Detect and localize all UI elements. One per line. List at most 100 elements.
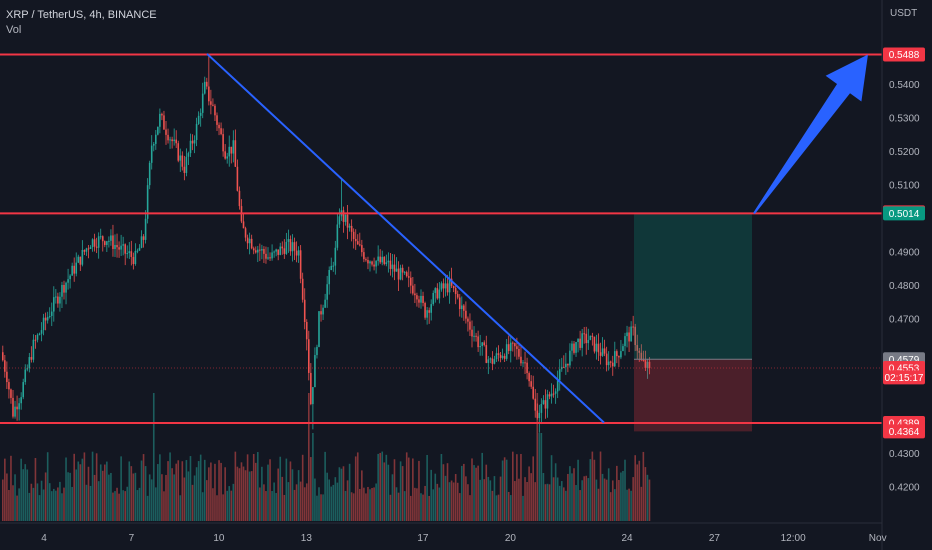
volume-bar xyxy=(242,466,245,521)
candle-body xyxy=(330,265,333,271)
candle-body xyxy=(189,140,192,154)
volume-bar xyxy=(191,484,194,521)
x-tick-label: Nov xyxy=(869,533,887,544)
candle-body xyxy=(365,259,367,261)
price-tags: 0.54880.50170.50140.45790.455302:15:170.… xyxy=(883,47,925,439)
candle-body xyxy=(401,267,404,273)
volume-bar xyxy=(142,454,145,521)
candle-body xyxy=(632,326,634,328)
volume-bar xyxy=(458,493,461,521)
candle-body xyxy=(354,238,357,242)
volume-bar xyxy=(326,472,328,521)
volume-bar xyxy=(442,464,445,521)
volume-bar xyxy=(299,481,302,521)
volume-bar xyxy=(481,452,483,521)
volume-bar xyxy=(250,471,253,521)
volume-bar xyxy=(434,473,437,521)
y-tick-label: 0.4300 xyxy=(889,449,920,460)
candle-body xyxy=(611,362,614,367)
volume-bar xyxy=(257,452,259,521)
volume-bar xyxy=(12,485,14,521)
candle-body xyxy=(48,315,51,317)
volume-bar xyxy=(432,489,435,521)
candle-body xyxy=(416,295,418,300)
volume-bar xyxy=(222,494,224,521)
candle-body xyxy=(563,366,565,368)
symbol-title[interactable]: XRP / TetherUS, 4h, BINANCE xyxy=(6,9,157,21)
candle-body xyxy=(181,155,184,167)
volume-bar xyxy=(377,453,379,521)
candle-body xyxy=(155,134,157,144)
volume-bar xyxy=(609,492,612,521)
volume-bar xyxy=(371,487,373,521)
volume-bar xyxy=(591,451,594,521)
volume-bar xyxy=(444,475,447,521)
volume-bar xyxy=(22,469,24,521)
candle-body xyxy=(548,394,551,397)
candle-body xyxy=(8,382,10,390)
price-tag xyxy=(883,47,925,62)
candle-body xyxy=(481,342,483,346)
x-tick-label: 7 xyxy=(129,533,135,544)
candle-body xyxy=(55,296,57,298)
volume-bar xyxy=(399,461,402,521)
candle-body xyxy=(81,250,84,265)
candle-body xyxy=(130,251,133,257)
volume-bar xyxy=(120,456,122,521)
volume-bar xyxy=(91,451,94,521)
volume-bar xyxy=(134,472,137,521)
volume-bar xyxy=(324,451,326,521)
volume-bar xyxy=(212,488,214,521)
candle-body xyxy=(469,321,471,330)
candle-body xyxy=(405,272,408,277)
volume-bar xyxy=(575,485,577,521)
volume-indicator-label[interactable]: Vol xyxy=(6,24,22,36)
volume-bar xyxy=(452,482,455,521)
volume-bar xyxy=(161,474,163,521)
volume-bar xyxy=(224,467,226,521)
volume-bar xyxy=(108,474,110,521)
candle-body xyxy=(65,282,67,293)
volume-bar xyxy=(638,460,641,521)
volume-bar xyxy=(624,459,626,521)
candle-body xyxy=(20,397,22,404)
candle-body xyxy=(89,247,92,250)
candle-body xyxy=(591,335,594,337)
candle-body xyxy=(71,265,73,276)
volume-bar xyxy=(422,494,424,521)
candle-body xyxy=(214,105,216,116)
volume-bar xyxy=(169,452,171,521)
candle-body xyxy=(150,145,153,163)
candle-body xyxy=(628,332,630,342)
candle-body xyxy=(336,224,339,248)
y-tick-label: 0.4900 xyxy=(889,248,920,259)
volume-bar xyxy=(259,487,261,521)
volume-bar xyxy=(332,484,335,521)
volume-bar xyxy=(346,480,349,521)
candle-body xyxy=(12,397,14,417)
candle-body xyxy=(257,249,259,253)
volume-bar xyxy=(634,455,636,521)
volume-bar xyxy=(152,393,155,521)
volume-bar xyxy=(618,480,620,521)
volume-bar xyxy=(505,459,508,521)
target-zone xyxy=(634,213,752,360)
candle-body xyxy=(426,310,428,318)
long-position-tool[interactable] xyxy=(634,213,752,432)
candle-body xyxy=(59,296,61,304)
volume-bar xyxy=(128,461,131,521)
drawing-lines[interactable] xyxy=(0,53,882,424)
price-tag-label: 0.4553 xyxy=(889,363,920,374)
volume-bar xyxy=(197,461,200,521)
candle-body xyxy=(434,288,437,293)
volume-bar xyxy=(285,458,288,521)
candle-body xyxy=(540,403,543,413)
volume-bar xyxy=(130,466,133,521)
volume-bar xyxy=(356,452,359,521)
candle-body xyxy=(475,335,477,337)
candle-body xyxy=(456,294,459,298)
volume-bar xyxy=(26,469,29,521)
candle-body xyxy=(399,267,402,280)
candle-body xyxy=(558,369,561,381)
